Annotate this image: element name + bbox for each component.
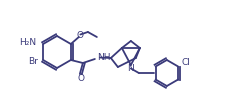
Text: O: O <box>77 74 84 83</box>
Text: Cl: Cl <box>181 58 190 67</box>
Text: NH: NH <box>97 53 110 62</box>
Text: H₂N: H₂N <box>19 38 36 47</box>
Text: O: O <box>77 31 84 40</box>
Text: N: N <box>128 64 134 73</box>
Text: Br: Br <box>28 57 38 66</box>
